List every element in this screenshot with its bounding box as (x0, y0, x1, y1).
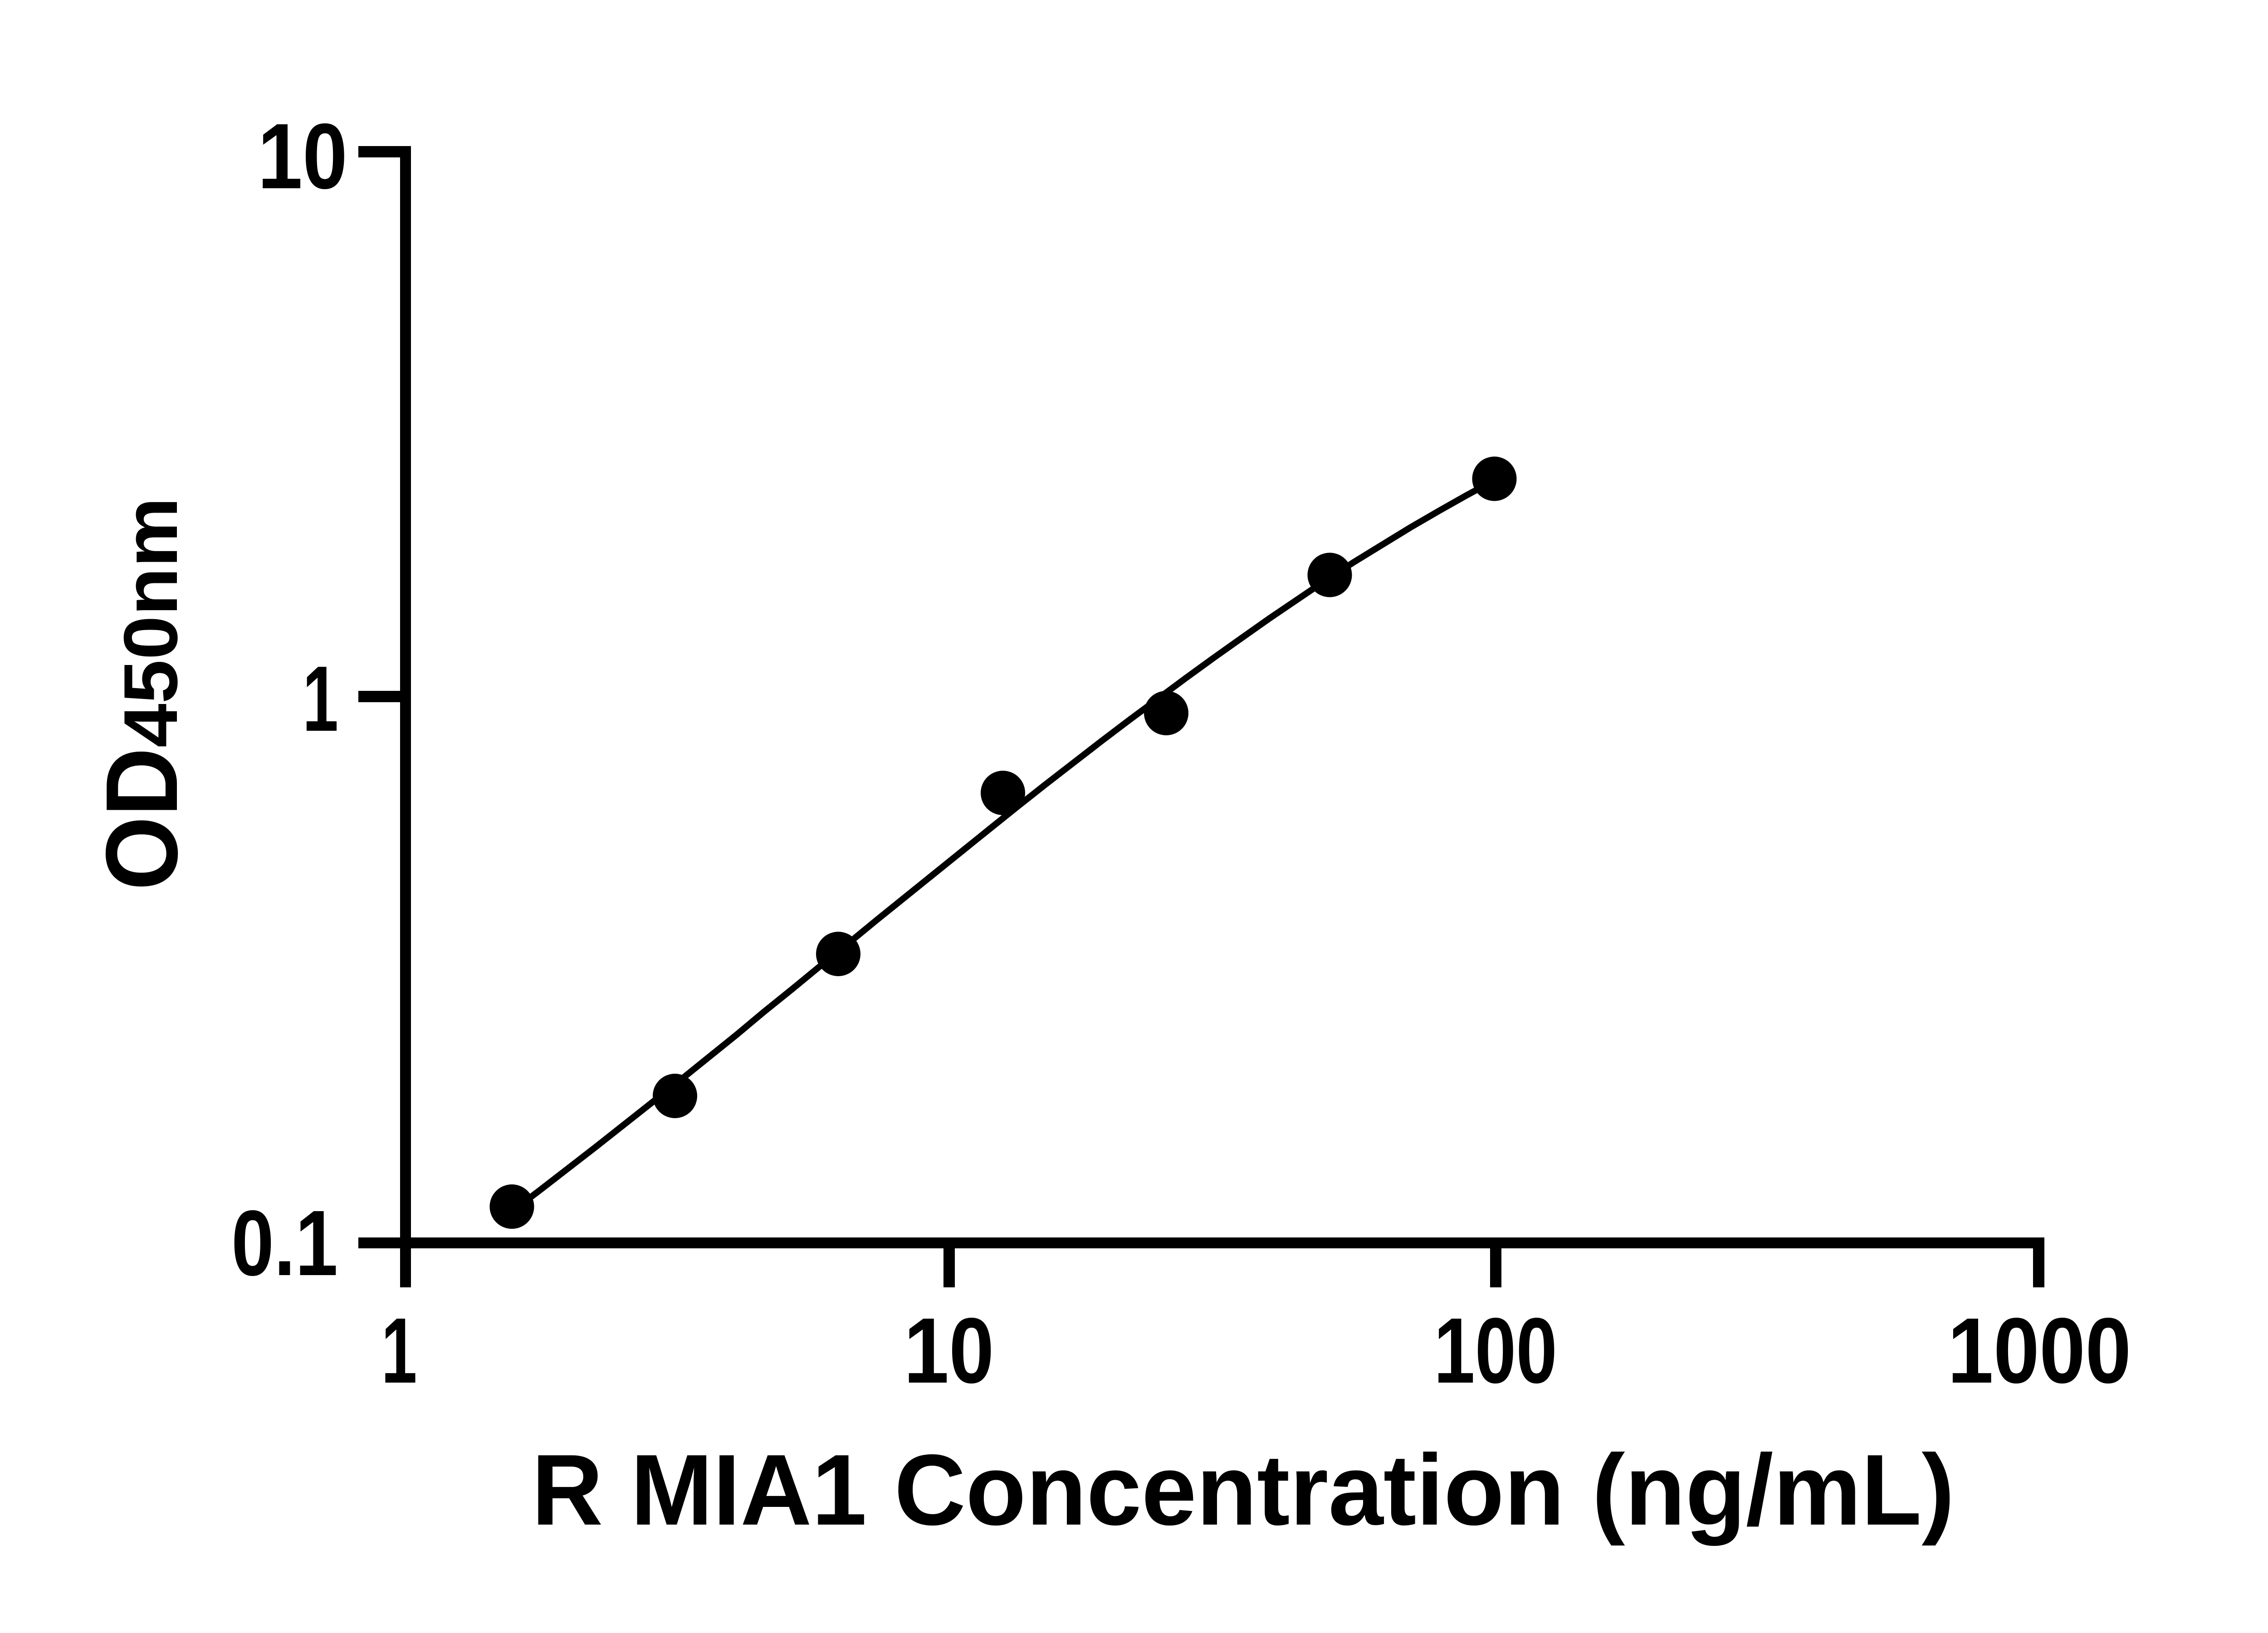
svg-text:0.1: 0.1 (231, 1191, 338, 1295)
svg-text:100: 100 (1434, 1299, 1557, 1403)
svg-text:1: 1 (303, 647, 338, 751)
svg-text:R MIA1 Concentration (ng/mL): R MIA1 Concentration (ng/mL) (532, 1434, 1955, 1546)
svg-text:1: 1 (381, 1299, 417, 1403)
svg-text:1000: 1000 (1948, 1299, 2131, 1403)
svg-text:10: 10 (904, 1299, 994, 1403)
svg-text:OD: OD (84, 748, 199, 890)
svg-text:450nm: 450nm (108, 497, 193, 748)
svg-text:10: 10 (258, 104, 347, 208)
